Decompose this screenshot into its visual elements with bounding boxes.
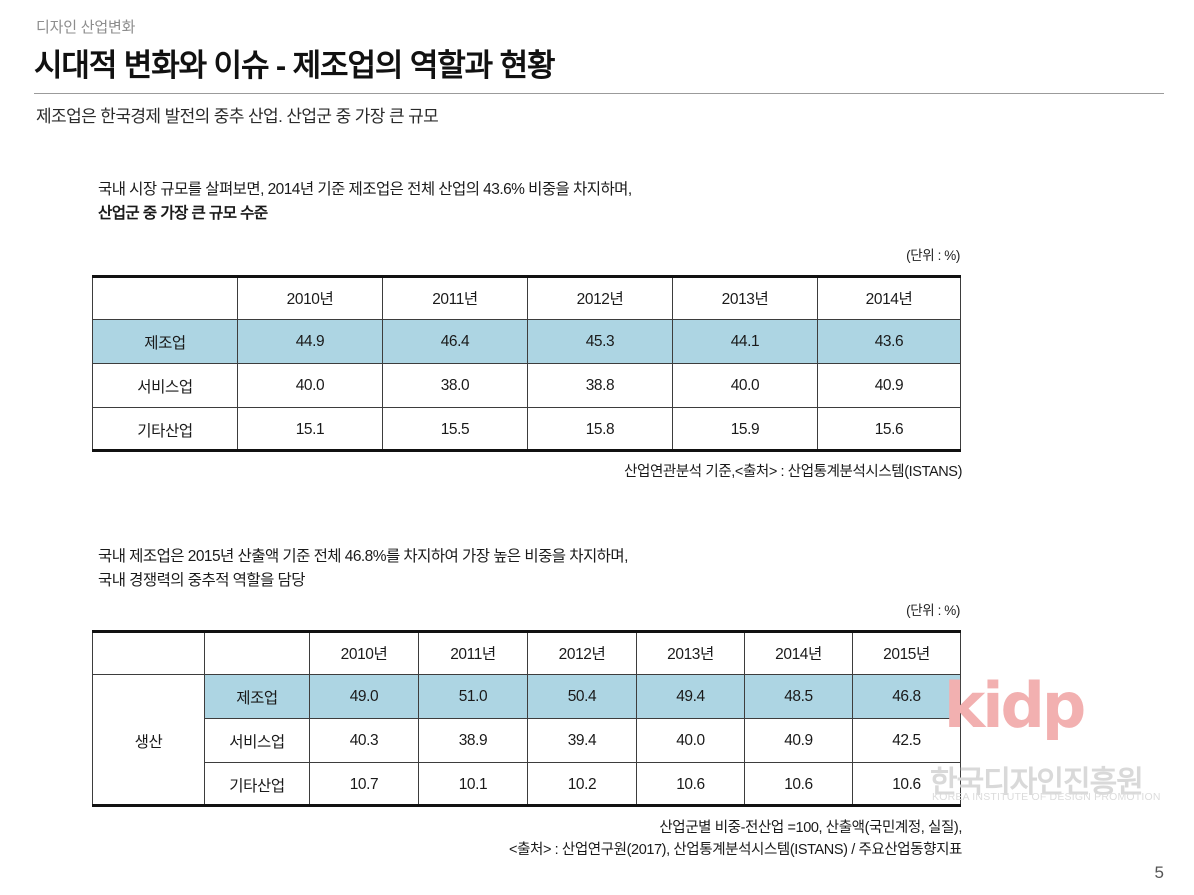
data-cell: 38.8 bbox=[527, 363, 673, 408]
data-cell: 15.8 bbox=[527, 407, 673, 452]
data-cell: 40.0 bbox=[636, 718, 745, 763]
data-cell: 15.1 bbox=[237, 407, 383, 452]
table-row: 기타산업 10.7 10.1 10.2 10.6 10.6 10.6 bbox=[93, 762, 961, 807]
kidp-name-english: KOREA INSTITUTE OF DESIGN PROMOTION bbox=[932, 791, 1161, 803]
table-corner-cell-group bbox=[92, 630, 205, 675]
data-cell: 10.7 bbox=[309, 762, 419, 807]
column-header-3: 2013년 bbox=[672, 275, 818, 320]
page-number: 5 bbox=[1154, 863, 1164, 882]
column-header-4: 2014년 bbox=[817, 275, 961, 320]
data-cell: 50.4 bbox=[527, 674, 637, 719]
table-row: 서비스업 40.0 38.0 38.8 40.0 40.9 bbox=[92, 363, 961, 408]
data-cell: 39.4 bbox=[527, 718, 637, 763]
row-label: 기타산업 bbox=[204, 762, 310, 807]
column-header-0: 2010년 bbox=[309, 630, 419, 675]
data-cell: 15.5 bbox=[382, 407, 528, 452]
eyebrow-label: 디자인 산업변화 bbox=[36, 19, 136, 36]
data-cell: 42.5 bbox=[852, 718, 961, 763]
title-divider bbox=[34, 93, 1164, 94]
table-1-frame-bottom bbox=[92, 449, 961, 452]
data-cell: 49.4 bbox=[636, 674, 745, 719]
section2-unit-label: (단위 : %) bbox=[906, 603, 960, 618]
section2-source-note: 산업군별 비중-전산업 =100, 산출액(국민계정, 실질), <출처> : … bbox=[300, 818, 962, 862]
data-cell: 45.3 bbox=[527, 319, 673, 364]
data-cell: 46.4 bbox=[382, 319, 528, 364]
data-cell: 40.0 bbox=[672, 363, 818, 408]
column-header-2: 2012년 bbox=[527, 630, 637, 675]
data-cell: 10.2 bbox=[527, 762, 637, 807]
data-cell: 44.1 bbox=[672, 319, 818, 364]
section1-lead-line2: 산업군 중 가장 큰 규모 수준 bbox=[98, 204, 268, 222]
row-group-label: 생산 bbox=[92, 674, 205, 807]
data-cell: 38.9 bbox=[418, 718, 528, 763]
section1-lead-line1: 국내 시장 규모를 살펴보면, 2014년 기준 제조업은 전체 산업의 43.… bbox=[98, 181, 632, 198]
table-corner-cell-label bbox=[204, 630, 310, 675]
table-header-row: 2010년 2011년 2012년 2013년 2014년 bbox=[92, 275, 961, 320]
column-header-0: 2010년 bbox=[237, 275, 383, 320]
data-cell: 10.6 bbox=[852, 762, 961, 807]
section1-unit-label: (단위 : %) bbox=[906, 248, 960, 263]
table-2-frame-bottom bbox=[92, 804, 961, 807]
data-cell: 46.8 bbox=[852, 674, 961, 719]
data-cell: 40.0 bbox=[237, 363, 383, 408]
row-label: 제조업 bbox=[92, 319, 238, 364]
data-cell: 48.5 bbox=[744, 674, 853, 719]
table-row: 서비스업 40.3 38.9 39.4 40.0 40.9 42.5 bbox=[93, 718, 961, 763]
data-cell: 49.0 bbox=[309, 674, 419, 719]
column-header-2: 2012년 bbox=[527, 275, 673, 320]
data-cell: 38.0 bbox=[382, 363, 528, 408]
data-cell: 44.9 bbox=[237, 319, 383, 364]
table-row: 제조업 44.9 46.4 45.3 44.1 43.6 bbox=[92, 319, 961, 364]
section1-source-note: 산업연관분석 기준,<출처> : 산업통계분석시스템(ISTANS) bbox=[624, 464, 962, 480]
kidp-logo-text: kidp bbox=[944, 669, 1086, 742]
data-cell: 51.0 bbox=[418, 674, 528, 719]
table-2-frame-top bbox=[92, 630, 961, 633]
section2-lead-line1: 국내 제조업은 2015년 산출액 기준 전체 46.8%를 차지하여 가장 높… bbox=[98, 548, 628, 565]
column-header-4: 2014년 bbox=[744, 630, 853, 675]
data-cell: 10.1 bbox=[418, 762, 528, 807]
column-header-1: 2011년 bbox=[418, 630, 528, 675]
page-subtitle: 제조업은 한국경제 발전의 중추 산업. 산업군 중 가장 큰 규모 bbox=[36, 107, 439, 126]
column-header-5: 2015년 bbox=[852, 630, 961, 675]
data-cell: 40.3 bbox=[309, 718, 419, 763]
data-cell: 10.6 bbox=[636, 762, 745, 807]
table-row: 기타산업 15.1 15.5 15.8 15.9 15.6 bbox=[92, 407, 961, 452]
data-cell: 15.6 bbox=[817, 407, 961, 452]
industry-share-table-2010-2014: 2010년 2011년 2012년 2013년 2014년 제조업 44.9 46.4 45.3… bbox=[92, 275, 961, 452]
row-label: 제조업 bbox=[204, 674, 310, 719]
row-label: 서비스업 bbox=[92, 363, 238, 408]
row-label: 서비스업 bbox=[204, 718, 310, 763]
section2-source-line1: 산업군별 비중-전산업 =100, 산출액(국민계정, 실질), bbox=[659, 820, 962, 836]
data-cell: 10.6 bbox=[744, 762, 853, 807]
row-label: 기타산업 bbox=[92, 407, 238, 452]
section1-lead-text: 국내 시장 규모를 살펴보면, 2014년 기준 제조업은 전체 산업의 43.… bbox=[98, 178, 632, 225]
data-cell: 40.9 bbox=[817, 363, 961, 408]
column-header-3: 2013년 bbox=[636, 630, 745, 675]
kidp-name-korean: 한국디자인진흥원 bbox=[930, 766, 1144, 799]
table-corner-cell bbox=[92, 275, 238, 320]
table-header-row: 2010년 2011년 2012년 2013년 2014년 2015년 bbox=[92, 630, 961, 675]
data-cell: 40.9 bbox=[744, 718, 853, 763]
column-header-1: 2011년 bbox=[382, 275, 528, 320]
production-share-table-2010-2015: 2010년 2011년 2012년 2013년 2014년 2015년 생산 제조업 49.0 5… bbox=[92, 630, 961, 807]
section2-source-line2: <출처> : 산업연구원(2017), 산업통계분석시스템(ISTANS) / … bbox=[509, 841, 962, 858]
table-row: 생산 제조업 49.0 51.0 50.4 49.4 48.5 46.8 bbox=[92, 674, 961, 807]
data-cell: 43.6 bbox=[817, 319, 961, 364]
page-title: 시대적 변화와 이슈 - 제조업의 역할과 현황 bbox=[34, 48, 556, 83]
kidp-watermark: kidp 한국디자인진흥원 KOREA INSTITUTE OF DESIGN … bbox=[930, 675, 1170, 810]
data-cell: 15.9 bbox=[672, 407, 818, 452]
table-1-frame-top bbox=[92, 275, 961, 278]
section2-lead-line2: 국내 경쟁력의 중추적 역할을 담당 bbox=[98, 571, 306, 589]
section2-lead-text: 국내 제조업은 2015년 산출액 기준 전체 46.8%를 차지하여 가장 높… bbox=[98, 545, 628, 592]
